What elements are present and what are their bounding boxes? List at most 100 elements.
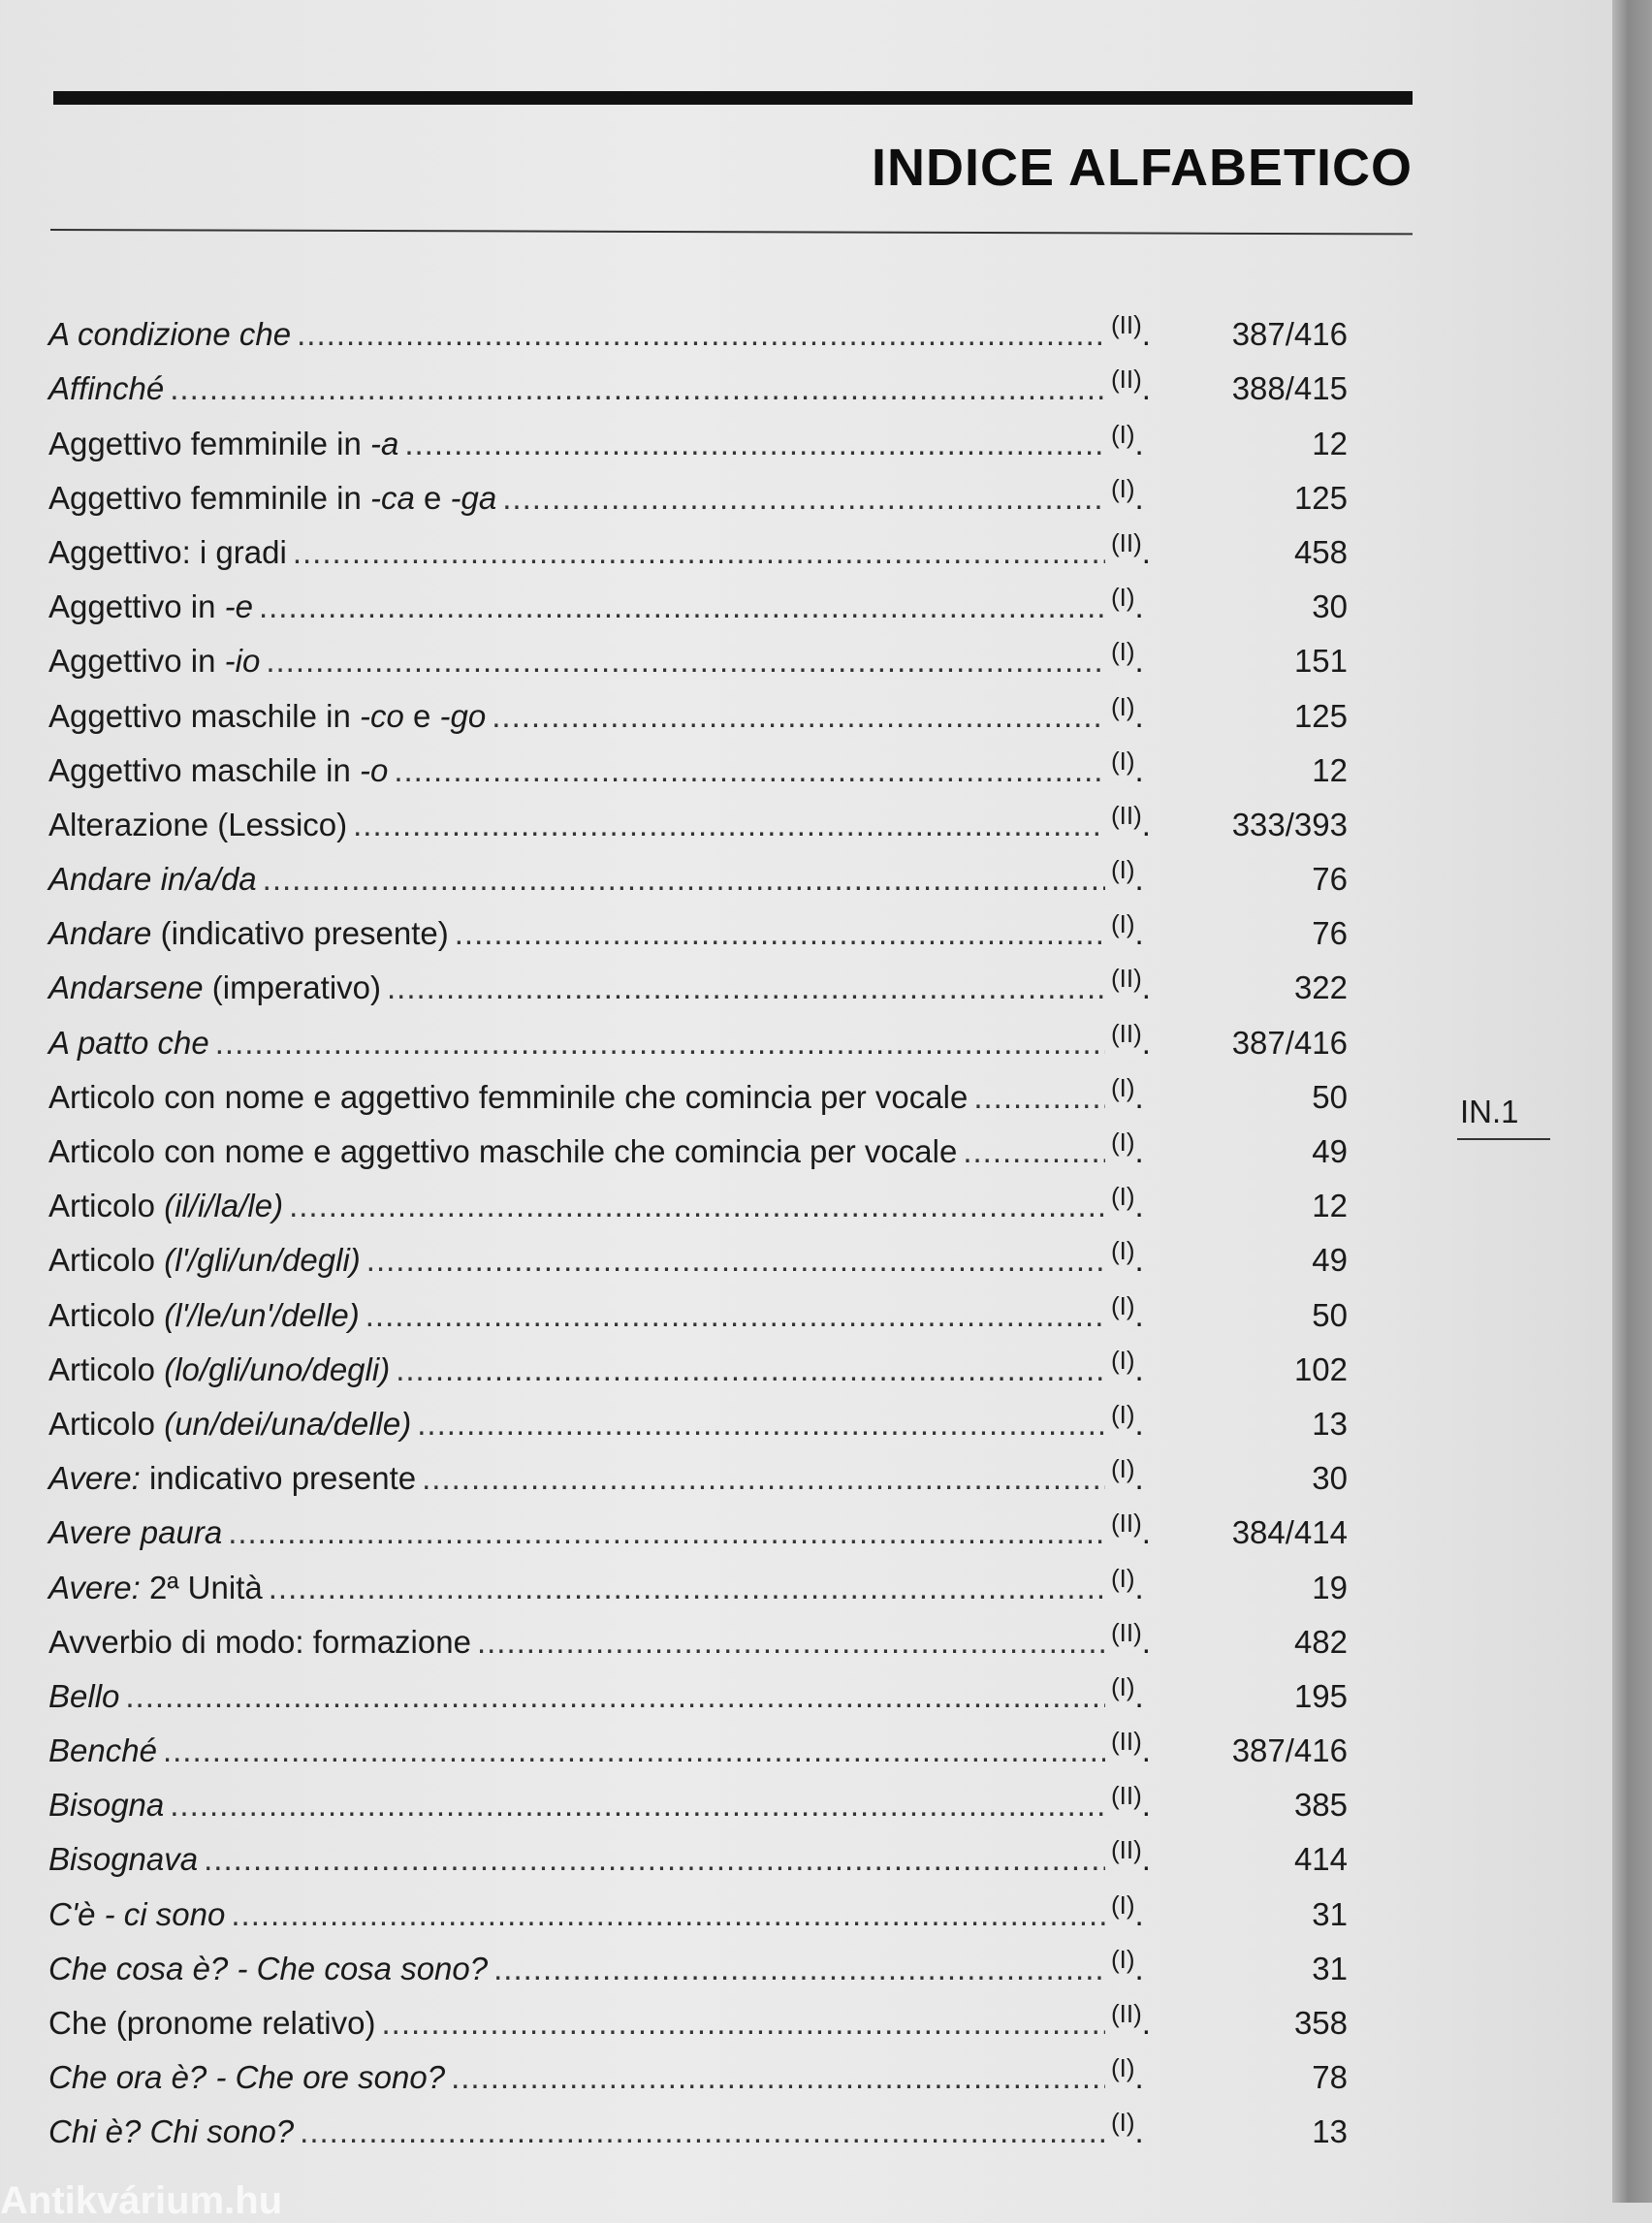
entry-label: Articolo con nome e aggettivo femminile … (48, 1079, 968, 1116)
entry-label: Affinché (48, 370, 164, 407)
entry-page: 195 (1293, 1677, 1348, 1714)
dot-leader (263, 861, 1105, 898)
entry-label: Andarsene (imperativo) (48, 969, 381, 1006)
dot-leader (963, 1133, 1105, 1170)
index-entry: Che cosa è? - Che cosa sono? (I) 31 (48, 1933, 1348, 1987)
entry-label-part: e (403, 697, 440, 734)
entry-label-part: Articolo con nome e aggettivo maschile c… (48, 1133, 958, 1169)
entry-volume: (I) (1111, 741, 1163, 778)
entry-label-part: (il/i/la/le) (164, 1188, 284, 1224)
index-entry: Che (pronome relativo) (II) 358 (48, 1987, 1348, 2042)
index-entry: Aggettivo maschile in -co e -go (I) 125 (48, 680, 1348, 734)
entry-volume: (I) (1111, 686, 1163, 723)
header-rule-thick (53, 91, 1413, 105)
dot-leader (387, 969, 1105, 1006)
page-edge (1612, 0, 1652, 2203)
index-entry: Chi è? Chi sono? (I) 13 (48, 2096, 1348, 2150)
entry-page: 385 (1293, 1787, 1348, 1824)
page-number-rule (1457, 1138, 1550, 1140)
entry-page: 12 (1312, 1188, 1348, 1224)
entry-label-part: Andarsene (48, 969, 204, 1006)
entry-label: Aggettivo in -e (48, 588, 253, 625)
entry-label-part: -io (224, 643, 261, 680)
entry-volume: (II) (1111, 304, 1163, 341)
entry-label: Avere paura (48, 1514, 222, 1551)
entry-label: Aggettivo maschile in -o (48, 752, 388, 789)
index-entry: A patto che (II) 387/416 (48, 1006, 1348, 1061)
entry-label-part: -ca (369, 479, 415, 516)
entry-page: 387/416 (1231, 1732, 1348, 1769)
dot-leader (293, 534, 1105, 571)
entry-label-part: Avere: (48, 1460, 141, 1497)
dot-leader (163, 1732, 1105, 1769)
entry-label: Andare (indicativo presente) (48, 915, 449, 952)
entry-label: Che cosa è? - Che cosa sono? (48, 1951, 488, 1987)
entry-label: Articolo (l'/gli/un/degli) (48, 1242, 361, 1279)
entry-label-part: Articolo (48, 1242, 165, 1279)
entry-label-part: Articolo con nome e aggettivo femminile … (48, 1078, 969, 1115)
entry-label-part: (l'/gli/un/degli) (164, 1242, 361, 1279)
entry-page: 13 (1312, 2113, 1348, 2150)
entry-label-part: Articolo (48, 1188, 165, 1224)
entry-volume: (I) (1111, 1122, 1163, 1159)
entry-label: Articolo (lo/gli/uno/degli) (48, 1351, 390, 1388)
entry-label: Bello (48, 1678, 119, 1715)
entry-page: 125 (1293, 697, 1348, 734)
entry-label: Articolo (il/i/la/le) (48, 1188, 283, 1224)
index-entry: Aggettivo: i gradi (II) 458 (48, 517, 1348, 571)
dot-leader (396, 1351, 1105, 1388)
entry-page: 151 (1293, 643, 1348, 680)
entry-label-part: -a (369, 425, 399, 461)
entry-label-part: Avere: (48, 1569, 141, 1605)
entry-volume: (I) (1111, 849, 1163, 886)
entry-volume: (II) (1111, 1775, 1163, 1812)
entry-label: Avverbio di modo: formazione (48, 1624, 471, 1661)
entry-volume: (I) (1111, 414, 1163, 451)
entry-volume: (I) (1111, 1286, 1163, 1322)
entry-label-part: e (414, 479, 451, 516)
entry-label-part: Che (48, 2005, 108, 2041)
index-entry: Articolo con nome e aggettivo femminile … (48, 1062, 1348, 1116)
index-entry: Andare (indicativo presente) (I) 76 (48, 898, 1348, 952)
entry-label-part: indicativo presente (140, 1460, 417, 1497)
entry-volume: (II) (1111, 1013, 1163, 1050)
page-title: INDICE ALFABETICO (871, 139, 1413, 197)
entry-label: Articolo (l'/le/un'/delle) (48, 1297, 360, 1334)
index-entry: Bisognava (II) 414 (48, 1824, 1348, 1878)
entry-page: 30 (1312, 588, 1348, 625)
entry-label-part: Aggettivo in (48, 588, 225, 625)
entry-label: Aggettivo maschile in -co e -go (48, 698, 486, 735)
entry-volume: (II) (1111, 523, 1163, 559)
entry-label-part: Articolo (48, 1350, 165, 1387)
entry-volume: (I) (1111, 2102, 1163, 2139)
entry-volume: (I) (1111, 1394, 1163, 1431)
entry-label: Articolo con nome e aggettivo maschile c… (48, 1133, 957, 1170)
dot-leader (477, 1624, 1105, 1661)
index-entry: Articolo (un/dei/una/delle) (I) 13 (48, 1388, 1348, 1443)
watermark: Antikvárium.hu (0, 2179, 283, 2222)
dot-leader (455, 915, 1105, 952)
entry-page: 49 (1312, 1242, 1348, 1279)
dot-leader (451, 2059, 1105, 2096)
index-entry: Affinché (II) 388/415 (48, 353, 1348, 407)
entry-volume: (I) (1111, 1885, 1163, 1921)
dot-leader (204, 1841, 1105, 1878)
dot-leader (417, 1406, 1105, 1443)
entry-page: 384/414 (1231, 1514, 1348, 1551)
entry-label: Aggettivo femminile in -ca e -ga (48, 480, 496, 517)
entry-label-part: -co (360, 697, 404, 734)
entry-page: 76 (1312, 915, 1348, 952)
dot-leader (404, 426, 1105, 462)
entry-page: 12 (1312, 751, 1348, 788)
dot-leader (170, 370, 1105, 407)
entry-volume: (I) (1111, 1340, 1163, 1377)
entry-page: 414 (1293, 1841, 1348, 1878)
dot-leader (297, 316, 1105, 353)
entry-label-part: A condizione che (48, 316, 292, 353)
entry-page: 78 (1312, 2059, 1348, 2096)
entry-page: 31 (1312, 1950, 1348, 1986)
page-number: IN.1 (1460, 1094, 1519, 1129)
entry-label: Benché (48, 1732, 157, 1769)
entry-label-part: Articolo (48, 1296, 165, 1333)
dot-leader (125, 1678, 1105, 1715)
